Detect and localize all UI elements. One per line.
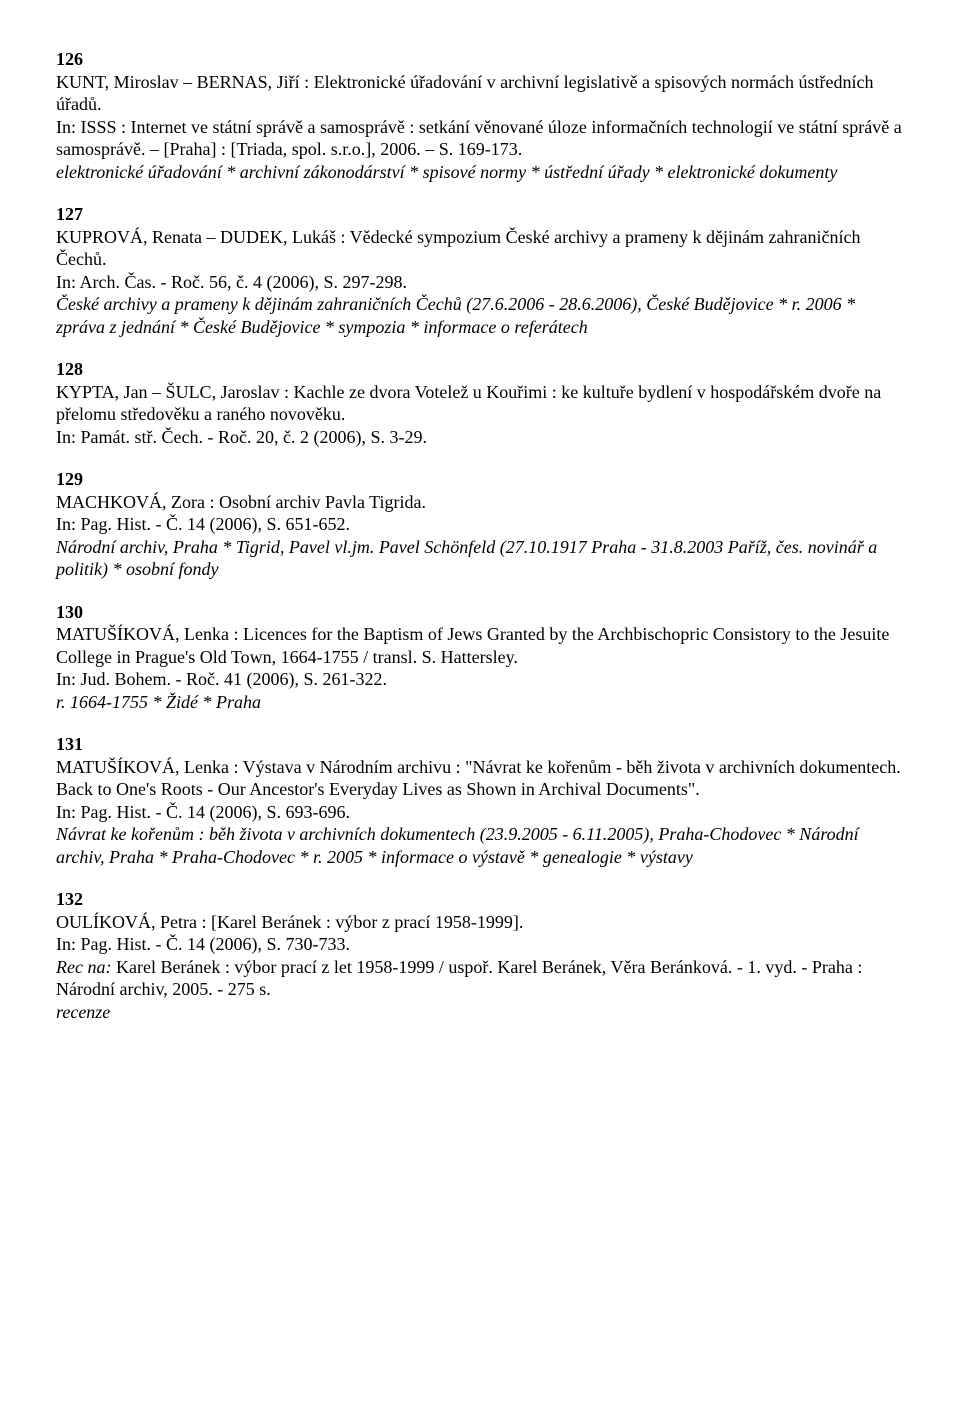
entry-text: Karel Beránek : výbor prací z let 1958-1… bbox=[56, 957, 862, 1000]
entry-number: 131 bbox=[56, 733, 904, 756]
entry-number: 130 bbox=[56, 601, 904, 624]
bibliography-entry: 126KUNT, Miroslav – BERNAS, Jiří : Elekt… bbox=[56, 48, 904, 183]
entry-line: r. 1664-1755 * Židé * Praha bbox=[56, 691, 904, 714]
entry-line: recenze bbox=[56, 1001, 904, 1024]
entry-line: KYPTA, Jan – ŠULC, Jaroslav : Kachle ze … bbox=[56, 381, 904, 426]
entry-line: In: Pag. Hist. - Č. 14 (2006), S. 730-73… bbox=[56, 933, 904, 956]
entry-number: 127 bbox=[56, 203, 904, 226]
entry-text-italic: Rec na: bbox=[56, 957, 111, 977]
entry-line: In: Památ. stř. Čech. - Roč. 20, č. 2 (2… bbox=[56, 426, 904, 449]
entry-line: In: Arch. Čas. - Roč. 56, č. 4 (2006), S… bbox=[56, 271, 904, 294]
entry-line: České archivy a prameny k dějinám zahran… bbox=[56, 293, 904, 338]
entry-number: 126 bbox=[56, 48, 904, 71]
entry-line: KUNT, Miroslav – BERNAS, Jiří : Elektron… bbox=[56, 71, 904, 116]
entry-line: KUPROVÁ, Renata – DUDEK, Lukáš : Vědecké… bbox=[56, 226, 904, 271]
entry-line: Rec na: Karel Beránek : výbor prací z le… bbox=[56, 956, 904, 1001]
entry-number: 129 bbox=[56, 468, 904, 491]
entry-line: Národní archiv, Praha * Tigrid, Pavel vl… bbox=[56, 536, 904, 581]
entry-line: In: ISSS : Internet ve státní správě a s… bbox=[56, 116, 904, 161]
entry-line: In: Pag. Hist. - Č. 14 (2006), S. 693-69… bbox=[56, 801, 904, 824]
entry-line: elektronické úřadování * archivní zákono… bbox=[56, 161, 904, 184]
bibliography-entry: 130MATUŠÍKOVÁ, Lenka : Licences for the … bbox=[56, 601, 904, 714]
entry-line: In: Pag. Hist. - Č. 14 (2006), S. 651-65… bbox=[56, 513, 904, 536]
entry-line: OULÍKOVÁ, Petra : [Karel Beránek : výbor… bbox=[56, 911, 904, 934]
entry-line: MATUŠÍKOVÁ, Lenka : Licences for the Bap… bbox=[56, 623, 904, 668]
bibliography-entry: 127KUPROVÁ, Renata – DUDEK, Lukáš : Věde… bbox=[56, 203, 904, 338]
bibliography-entry: 129MACHKOVÁ, Zora : Osobní archiv Pavla … bbox=[56, 468, 904, 581]
entry-line: MACHKOVÁ, Zora : Osobní archiv Pavla Tig… bbox=[56, 491, 904, 514]
bibliography-entry: 128KYPTA, Jan – ŠULC, Jaroslav : Kachle … bbox=[56, 358, 904, 448]
bibliography-entry: 132OULÍKOVÁ, Petra : [Karel Beránek : vý… bbox=[56, 888, 904, 1023]
entry-number: 132 bbox=[56, 888, 904, 911]
entry-line: In: Jud. Bohem. - Roč. 41 (2006), S. 261… bbox=[56, 668, 904, 691]
entry-line: MATUŠÍKOVÁ, Lenka : Výstava v Národním a… bbox=[56, 756, 904, 801]
bibliography-content: 126KUNT, Miroslav – BERNAS, Jiří : Elekt… bbox=[56, 48, 904, 1023]
bibliography-entry: 131MATUŠÍKOVÁ, Lenka : Výstava v Národní… bbox=[56, 733, 904, 868]
entry-line: Návrat ke kořenům : běh života v archivn… bbox=[56, 823, 904, 868]
entry-number: 128 bbox=[56, 358, 904, 381]
